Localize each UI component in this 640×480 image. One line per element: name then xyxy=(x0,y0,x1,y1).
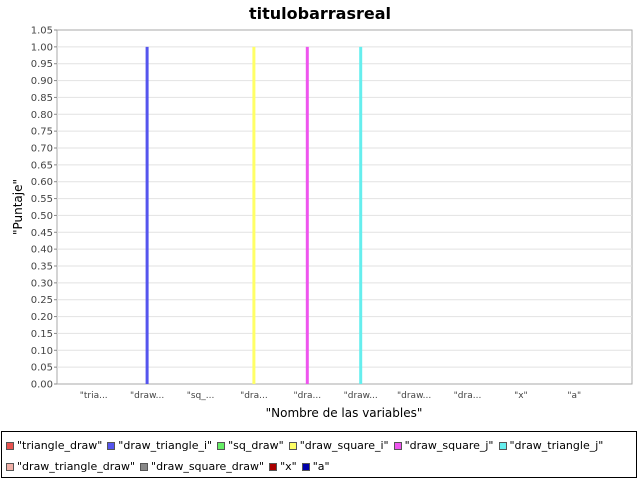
y-tick-label: 1.05 xyxy=(31,26,53,37)
chart-svg: titulobarrasreal 0.00 0.05 0.10 0.15 0.20 0.2… xyxy=(11,4,633,420)
y-tick-label: 0.45 xyxy=(31,228,53,239)
x-tick-label: "draw... xyxy=(397,391,431,401)
legend-item: "a" xyxy=(301,456,330,477)
chart-area: titulobarrasreal 0.00 0.05 0.10 0.15 0.20 0.2… xyxy=(11,4,633,420)
x-tick-label: "dra... xyxy=(454,391,482,401)
legend-item: "draw_square_i" xyxy=(288,435,389,456)
y-axis-ticks: 0.00 0.05 0.10 0.15 0.20 0.25 0.30 0.35 0.40 0.45… xyxy=(31,26,57,391)
x-tick-label: "x" xyxy=(514,391,528,401)
legend-item: "draw_square_draw" xyxy=(140,456,264,477)
x-axis-ticks: "tria... "draw... "sq_... "dra... "dra... "dr… xyxy=(80,391,581,401)
chart-title: titulobarrasreal xyxy=(249,4,391,23)
legend-label: "draw_triangle_draw" xyxy=(17,460,136,473)
legend-swatch xyxy=(6,441,14,450)
x-tick-label: "draw... xyxy=(130,391,164,401)
legend-item: "draw_triangle_draw" xyxy=(6,456,135,477)
legend-label: "a" xyxy=(312,460,330,473)
y-tick-label: 0.80 xyxy=(31,110,53,121)
legend-swatch xyxy=(393,441,402,450)
y-tick-label: 0.15 xyxy=(31,329,53,340)
legend-label: "draw_triangle_j" xyxy=(509,439,604,452)
y-tick-label: 0.35 xyxy=(31,262,53,273)
x-tick-label: "dra... xyxy=(240,391,268,401)
plot-area xyxy=(56,29,633,385)
legend-swatch xyxy=(107,441,116,450)
legend: "triangle_draw" "draw_triangle_i" "sq_draw… xyxy=(1,431,637,478)
x-axis-title: "Nombre de las variables" xyxy=(266,406,423,420)
y-tick-label: 0.75 xyxy=(31,127,53,138)
legend-item: "triangle_draw" xyxy=(6,435,102,456)
x-tick-label: "tria... xyxy=(80,391,108,401)
legend-label: "draw_square_draw" xyxy=(151,460,265,473)
y-tick-label: 0.05 xyxy=(31,363,53,374)
y-tick-label: 0.95 xyxy=(31,59,53,70)
legend-item: "draw_triangle_j" xyxy=(498,435,604,456)
x-tick-label: "a" xyxy=(567,391,581,401)
y-tick-label: 0.10 xyxy=(31,346,53,357)
legend-label: "draw_square_i" xyxy=(299,439,389,452)
y-tick-label: 0.40 xyxy=(31,245,53,256)
y-tick-label: 0.65 xyxy=(31,160,53,171)
legend-swatch xyxy=(217,441,226,450)
y-tick-label: 0.50 xyxy=(31,211,53,222)
legend-label: "draw_square_j" xyxy=(404,439,494,452)
y-tick-label: 1.00 xyxy=(31,42,53,53)
y-tick-label: 0.00 xyxy=(31,380,53,391)
y-tick-label: 0.30 xyxy=(31,278,53,289)
legend-swatch xyxy=(301,462,310,471)
y-axis-title: "Puntaje" xyxy=(11,179,25,235)
legend-item: "draw_square_j" xyxy=(393,435,494,456)
x-tick-label: "sq_... xyxy=(187,391,215,401)
bar xyxy=(359,46,363,384)
legend-swatch xyxy=(140,462,149,471)
legend-item: "sq_draw" xyxy=(217,435,284,456)
y-tick-label: 0.20 xyxy=(31,312,53,323)
legend-label: "triangle_draw" xyxy=(17,439,103,452)
legend-label: "draw_triangle_i" xyxy=(118,439,213,452)
legend-label: "sq_draw" xyxy=(228,439,284,452)
bar xyxy=(252,46,256,384)
bar xyxy=(305,46,309,384)
y-tick-label: 0.70 xyxy=(31,144,53,155)
legend-swatch xyxy=(498,441,507,450)
bar-layer xyxy=(145,46,363,384)
legend-swatch xyxy=(6,462,14,471)
legend-item: "x" xyxy=(269,456,297,477)
y-tick-label: 0.85 xyxy=(31,93,53,104)
grid-layer xyxy=(57,46,632,368)
y-tick-label: 0.25 xyxy=(31,295,53,306)
y-tick-label: 0.60 xyxy=(31,177,53,188)
y-tick-label: 0.90 xyxy=(31,76,53,87)
legend-swatch xyxy=(288,441,297,450)
y-tick-label: 0.55 xyxy=(31,194,53,205)
legend-swatch xyxy=(269,462,278,471)
x-tick-label: "dra... xyxy=(293,391,321,401)
x-tick-label: "draw... xyxy=(344,391,378,401)
legend-item: "draw_triangle_i" xyxy=(107,435,212,456)
bar xyxy=(145,46,149,384)
legend-label: "x" xyxy=(280,460,297,473)
